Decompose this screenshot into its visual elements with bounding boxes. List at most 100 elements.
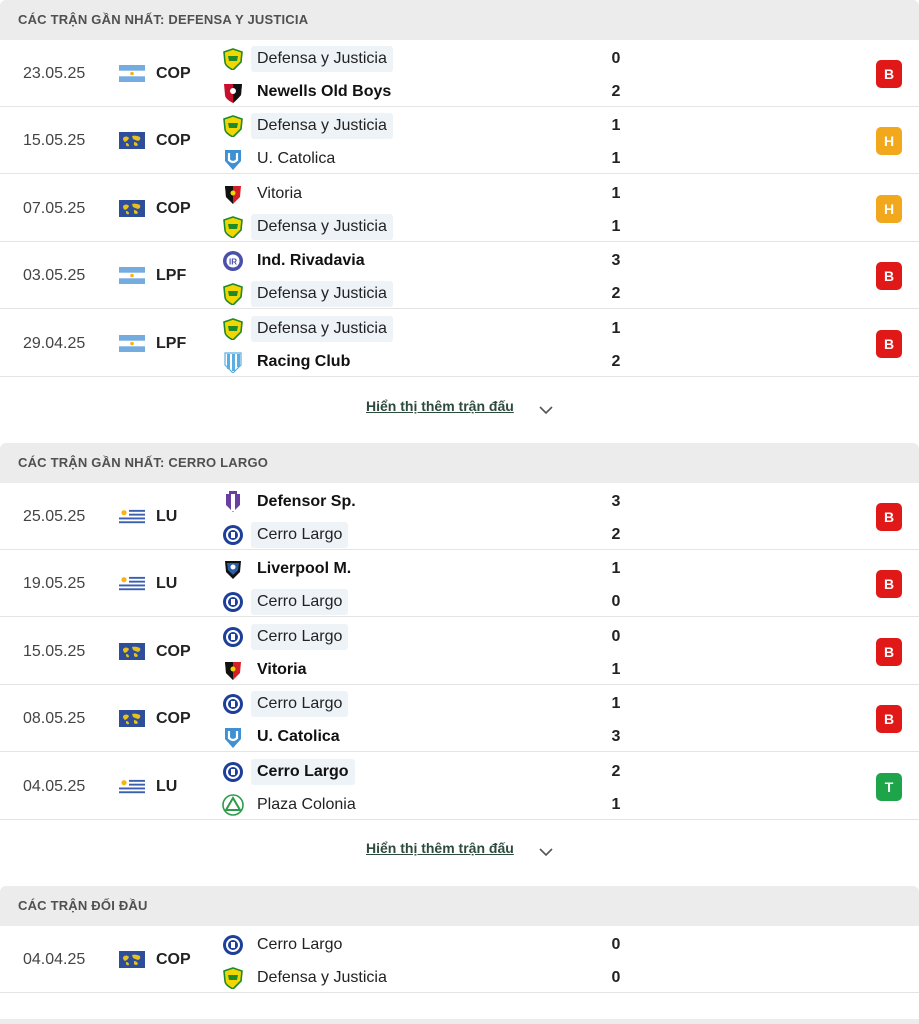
match-date: 07.05.25: [23, 199, 86, 217]
match-date: 15.05.25: [23, 642, 86, 660]
plaza-logo: [222, 793, 244, 816]
match-row[interactable]: 19.05.25 LU Liverpool M. 1 Cerro Largo 0 B: [0, 550, 919, 618]
away-score: 1: [611, 795, 621, 813]
argentina-flag: [119, 267, 145, 285]
match-row[interactable]: 25.05.25 LU Defensor Sp. 3 Cerro Largo 2 B: [0, 483, 919, 550]
match-row[interactable]: 07.05.25 COP Vitoria 1 Defensa y Justicia 1 H: [0, 174, 919, 242]
result-badge: H: [876, 127, 902, 156]
show-more-label: Hiển thị thêm trận đấu: [366, 398, 514, 414]
away-score: 3: [611, 728, 621, 746]
match-row[interactable]: 15.05.25 COP Defensa y Justicia 1 U. Catolic…: [0, 107, 919, 175]
match-row[interactable]: 15.05.25 COP Cerro Largo 0 Vitoria 1 B: [0, 617, 919, 685]
match-date: 15.05.25: [23, 132, 86, 150]
world-flag: [119, 710, 145, 728]
match-row[interactable]: 03.05.25 LPF IR Ind. Rivadavia 3 Defensa y Ju…: [0, 242, 919, 310]
liverpool-logo: [222, 558, 244, 580]
match-row[interactable]: 23.05.25 COP Defensa y Justicia 0 Newells Ol…: [0, 40, 919, 107]
match-date: 29.04.25: [23, 334, 86, 352]
competition-label: COP: [156, 132, 191, 150]
home-team-name: Defensa y Justicia: [251, 113, 393, 140]
home-score: 0: [611, 627, 621, 645]
home-score: 3: [611, 493, 621, 510]
rivadavia-logo: IR: [222, 250, 244, 272]
home-team-name: Defensor Sp.: [257, 493, 356, 510]
away-score: 2: [611, 285, 621, 303]
section-header: CÁC TRẬN GẦN NHẤT: DEFENSA Y JUSTICIA: [0, 0, 919, 40]
world-flag: [119, 199, 145, 217]
defensa-logo: [222, 967, 244, 990]
away-team-name: Cerro Largo: [251, 589, 349, 616]
competition-label: COP: [156, 642, 191, 660]
home-score: 2: [611, 762, 621, 780]
result-badge: B: [876, 60, 902, 88]
away-score: 1: [611, 150, 621, 168]
away-team-name: Plaza Colonia: [257, 795, 356, 813]
match-row[interactable]: 29.04.25 LPF Defensa y Justicia 1 Racing Clu…: [0, 309, 919, 377]
cerro-logo: [222, 626, 244, 648]
cerro-logo: [222, 761, 244, 783]
home-team-name: Vitoria: [257, 184, 303, 202]
show-more-link[interactable]: Hiển thị thêm trận đấu: [366, 394, 553, 418]
divider: [0, 1019, 919, 1024]
home-team-name: Defensa y Justicia: [251, 315, 393, 342]
defensa-logo: [222, 48, 244, 71]
match-date: 04.05.25: [23, 777, 86, 795]
away-team-name: Cerro Largo: [251, 522, 349, 548]
match-date: 25.05.25: [23, 508, 86, 525]
away-score: 2: [611, 526, 621, 543]
competition-label: LPF: [156, 334, 187, 352]
defensa-logo: [222, 317, 244, 341]
result-badge: B: [876, 705, 902, 734]
away-score: 0: [611, 593, 621, 611]
home-score: 1: [611, 695, 621, 713]
world-flag: [119, 132, 145, 150]
home-team-name: Liverpool M.: [257, 560, 352, 578]
svg-text:IR: IR: [229, 258, 237, 267]
cerro-logo: [222, 524, 244, 546]
home-team-name: Cerro Largo: [251, 623, 349, 650]
away-score: 2: [611, 352, 621, 370]
cerro-logo: [222, 591, 244, 613]
match-date: 04.04.25: [23, 951, 86, 968]
defensa-logo: [222, 215, 244, 239]
uruguay-flag: [119, 508, 145, 525]
catolica-logo: [222, 726, 244, 749]
away-team-name: Racing Club: [257, 352, 351, 370]
match-row[interactable]: 04.05.25 LU Cerro Largo 2 Plaza Colonia 1 T: [0, 752, 919, 820]
cerro-logo: [222, 934, 244, 956]
match-date: 23.05.25: [23, 65, 86, 82]
home-score: 0: [611, 936, 621, 953]
home-team-name: Cerro Largo: [251, 758, 355, 785]
result-badge: T: [876, 772, 902, 801]
result-badge: B: [876, 570, 902, 599]
section-header: CÁC TRẬN ĐỐI ĐẦU: [0, 886, 919, 926]
match-row[interactable]: 08.05.25 COP Cerro Largo 1 U. Catolica 3 B: [0, 685, 919, 753]
home-score: 3: [611, 252, 621, 270]
competition-label: COP: [156, 199, 191, 217]
away-team-name: Vitoria: [257, 660, 307, 678]
result-badge: B: [876, 262, 902, 291]
away-score: 1: [611, 660, 621, 678]
defensa-logo: [222, 115, 244, 139]
competition-label: LU: [156, 575, 178, 593]
result-badge: B: [876, 637, 902, 666]
away-team-name: Defensa y Justicia: [251, 213, 393, 240]
result-badge: B: [876, 329, 902, 358]
world-flag: [119, 951, 145, 968]
competition-label: COP: [156, 951, 191, 968]
away-team-name: Defensa y Justicia: [251, 281, 393, 308]
away-team-name: Defensa y Justicia: [257, 969, 387, 986]
home-team-name: Cerro Largo: [257, 936, 343, 953]
racing-logo: [222, 351, 244, 374]
competition-label: LPF: [156, 267, 187, 285]
match-date: 19.05.25: [23, 575, 86, 593]
world-flag: [119, 642, 145, 660]
result-badge: B: [876, 503, 902, 531]
away-team-name: U. Catolica: [257, 728, 340, 746]
match-date: 08.05.25: [23, 710, 86, 728]
vitoria-logo: [222, 659, 244, 681]
show-more-link[interactable]: Hiển thị thêm trận đấu: [366, 836, 553, 860]
match-row[interactable]: 04.04.25 COP Cerro Largo 0 Defensa y Justici…: [0, 926, 919, 993]
defensa-logo: [222, 283, 244, 307]
chevron-down-icon: [538, 399, 554, 415]
